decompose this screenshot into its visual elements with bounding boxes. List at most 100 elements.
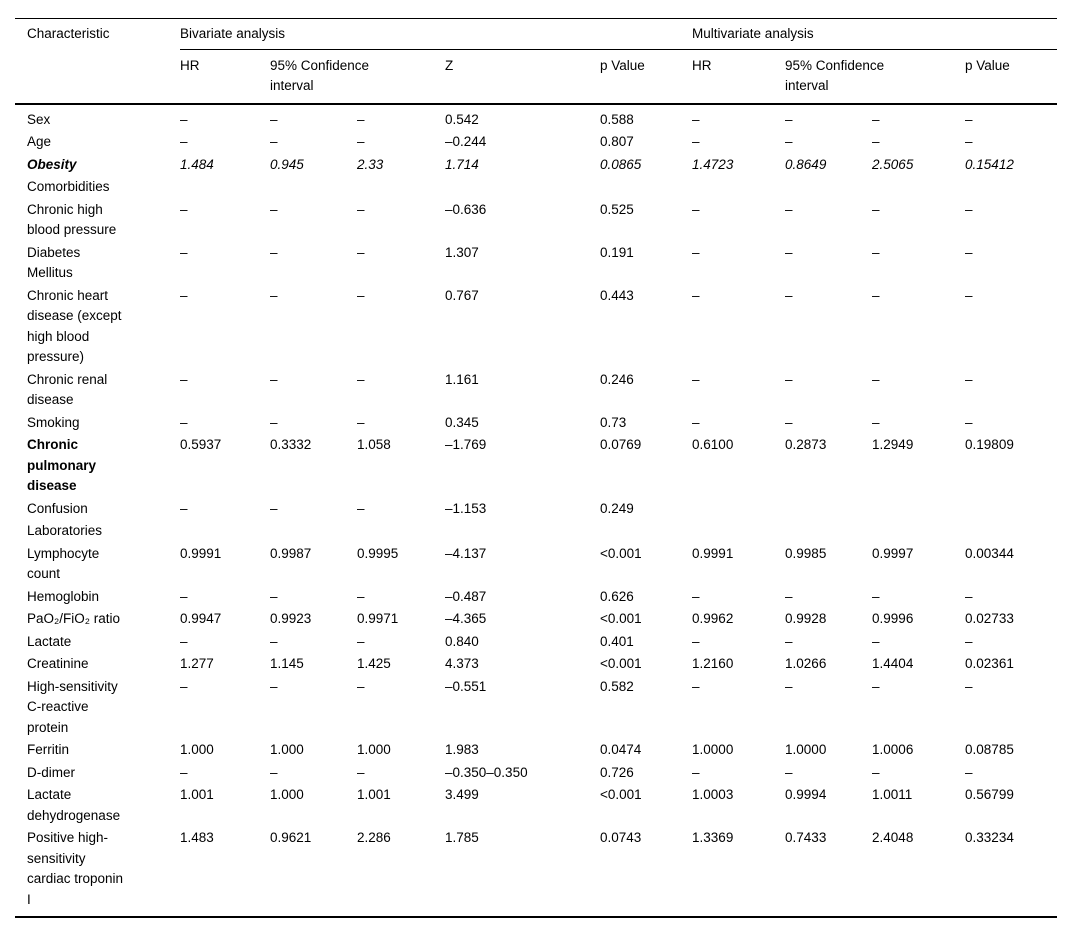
data-cell: 2.4048 bbox=[872, 830, 914, 845]
data-cell bbox=[692, 176, 785, 199]
multivariate-group-header: Multivariate analysis bbox=[692, 18, 1058, 50]
data-cell: – bbox=[357, 371, 365, 387]
data-cell: – bbox=[692, 244, 700, 260]
section-row: Comorbidities bbox=[15, 176, 1057, 199]
data-cell: 1.484 bbox=[180, 156, 214, 172]
data-cell: – bbox=[180, 287, 188, 303]
row-label: Lactate bbox=[27, 633, 72, 649]
data-cell: 1.058 bbox=[357, 437, 391, 452]
data-cell: 0.8649 bbox=[785, 156, 827, 172]
table-row: Diabetes Mellitus – – – 1.307 0.191 – – – – bbox=[15, 242, 1057, 285]
data-cell bbox=[357, 176, 445, 199]
data-cell: 0.9928 bbox=[785, 611, 827, 626]
data-cell: – bbox=[270, 371, 278, 387]
table-row: Positive high- sensitivity cardiac tropo… bbox=[15, 827, 1057, 917]
data-cell bbox=[180, 176, 270, 199]
data-cell: 2.5065 bbox=[872, 156, 914, 172]
data-cell: – bbox=[270, 244, 278, 260]
data-cell: 1.0003 bbox=[692, 787, 734, 802]
data-cell: 0.0769 bbox=[600, 437, 642, 452]
data-cell: – bbox=[692, 111, 700, 127]
data-cell: – bbox=[180, 588, 188, 604]
table-row: Chronic high blood pressure – – – –0.636 0.52… bbox=[15, 199, 1057, 242]
data-cell: – bbox=[357, 764, 365, 780]
data-cell: 1.3369 bbox=[692, 830, 734, 845]
data-cell: 0.02361 bbox=[965, 656, 1014, 671]
data-cell: 0.726 bbox=[600, 764, 634, 780]
table-row: Lactate dehydrogenase 1.001 1.000 1.001 3.49… bbox=[15, 784, 1057, 827]
data-cell bbox=[600, 176, 692, 199]
data-cell: 0.2873 bbox=[785, 437, 827, 452]
analysis-table: Characteristic Bivariate analysis Multiv… bbox=[15, 18, 1058, 918]
row-label: Chronic heart disease (except high blood… bbox=[27, 287, 122, 365]
data-cell: – bbox=[180, 134, 188, 149]
data-cell: 0.5937 bbox=[180, 437, 222, 452]
table-row: Obesity 1.484 0.945 2.33 1.714 0.0865 1.4723 0.… bbox=[15, 154, 1057, 177]
data-cell: 1.4723 bbox=[692, 156, 734, 172]
data-cell bbox=[692, 498, 785, 521]
data-cell: 0.9987 bbox=[270, 545, 312, 561]
data-cell: – bbox=[872, 201, 880, 217]
data-cell: 1.983 bbox=[445, 742, 479, 757]
data-cell: – bbox=[872, 244, 880, 260]
table-body: Sex – – – 0.542 0.588 – – – – Age – – – –0.244 0.807 – – –… bbox=[15, 104, 1057, 918]
data-cell: 0.767 bbox=[445, 287, 479, 303]
data-cell: 0.807 bbox=[600, 134, 634, 149]
data-cell: – bbox=[180, 414, 188, 430]
data-cell: – bbox=[270, 287, 278, 303]
data-cell bbox=[965, 176, 1057, 199]
row-label: Hemoglobin bbox=[27, 588, 100, 604]
data-cell: – bbox=[357, 201, 365, 217]
data-cell: 4.373 bbox=[445, 656, 479, 671]
data-cell: 1.145 bbox=[270, 656, 304, 671]
data-cell: 0.9985 bbox=[785, 545, 827, 561]
data-cell: – bbox=[357, 500, 365, 516]
data-cell: – bbox=[965, 414, 973, 430]
data-cell: – bbox=[785, 201, 793, 217]
data-cell: 0.443 bbox=[600, 287, 634, 303]
data-cell bbox=[692, 520, 785, 543]
table-row: Age – – – –0.244 0.807 – – – – bbox=[15, 131, 1057, 154]
data-cell: 1.000 bbox=[270, 742, 304, 757]
data-cell: 0.15412 bbox=[965, 156, 1014, 172]
data-cell: – bbox=[785, 588, 793, 604]
data-cell: –0.551 bbox=[445, 678, 487, 694]
col-header-hr-bivariate: HR bbox=[180, 49, 270, 105]
data-cell: –1.153 bbox=[445, 500, 487, 516]
row-label: Smoking bbox=[27, 414, 80, 430]
data-cell: 1.000 bbox=[270, 787, 304, 802]
data-cell: – bbox=[872, 414, 880, 430]
data-cell: 1.001 bbox=[357, 787, 391, 802]
data-cell: – bbox=[785, 244, 793, 260]
data-cell bbox=[785, 176, 872, 199]
col-header-ci-multivariate: 95% Confidence interval bbox=[785, 49, 966, 105]
col-header-p-multivariate: p Value bbox=[965, 49, 1058, 105]
table-row: Lactate – – – 0.840 0.401 – – – – bbox=[15, 631, 1057, 654]
data-cell: 0.249 bbox=[600, 500, 634, 516]
data-cell: – bbox=[692, 287, 700, 303]
section-row: Laboratories bbox=[15, 520, 1057, 543]
data-cell: – bbox=[965, 287, 973, 303]
table-row: Smoking – – – 0.345 0.73 – – – – bbox=[15, 412, 1057, 435]
data-cell: – bbox=[965, 633, 973, 649]
data-cell: – bbox=[692, 678, 700, 694]
row-label: High-sensitivity C-reactive protein bbox=[27, 678, 118, 735]
data-cell: – bbox=[180, 111, 188, 127]
data-cell: – bbox=[785, 371, 793, 387]
data-cell: – bbox=[872, 764, 880, 780]
data-cell: 1.0266 bbox=[785, 656, 827, 671]
data-cell: – bbox=[180, 371, 188, 387]
data-cell: 1.000 bbox=[357, 742, 391, 757]
data-cell: 0.00344 bbox=[965, 545, 1014, 561]
data-cell: 0.9947 bbox=[180, 611, 222, 626]
data-cell: 1.2160 bbox=[692, 656, 734, 671]
data-cell: 1.483 bbox=[180, 830, 214, 845]
data-cell: 1.0006 bbox=[872, 742, 914, 757]
data-cell: 0.9991 bbox=[692, 545, 734, 561]
data-cell: – bbox=[785, 414, 793, 430]
data-cell bbox=[785, 520, 872, 543]
data-cell: – bbox=[270, 633, 278, 649]
data-cell: – bbox=[872, 371, 880, 387]
table-row: Creatinine 1.277 1.145 1.425 4.373 <0.001 1.21… bbox=[15, 653, 1057, 676]
